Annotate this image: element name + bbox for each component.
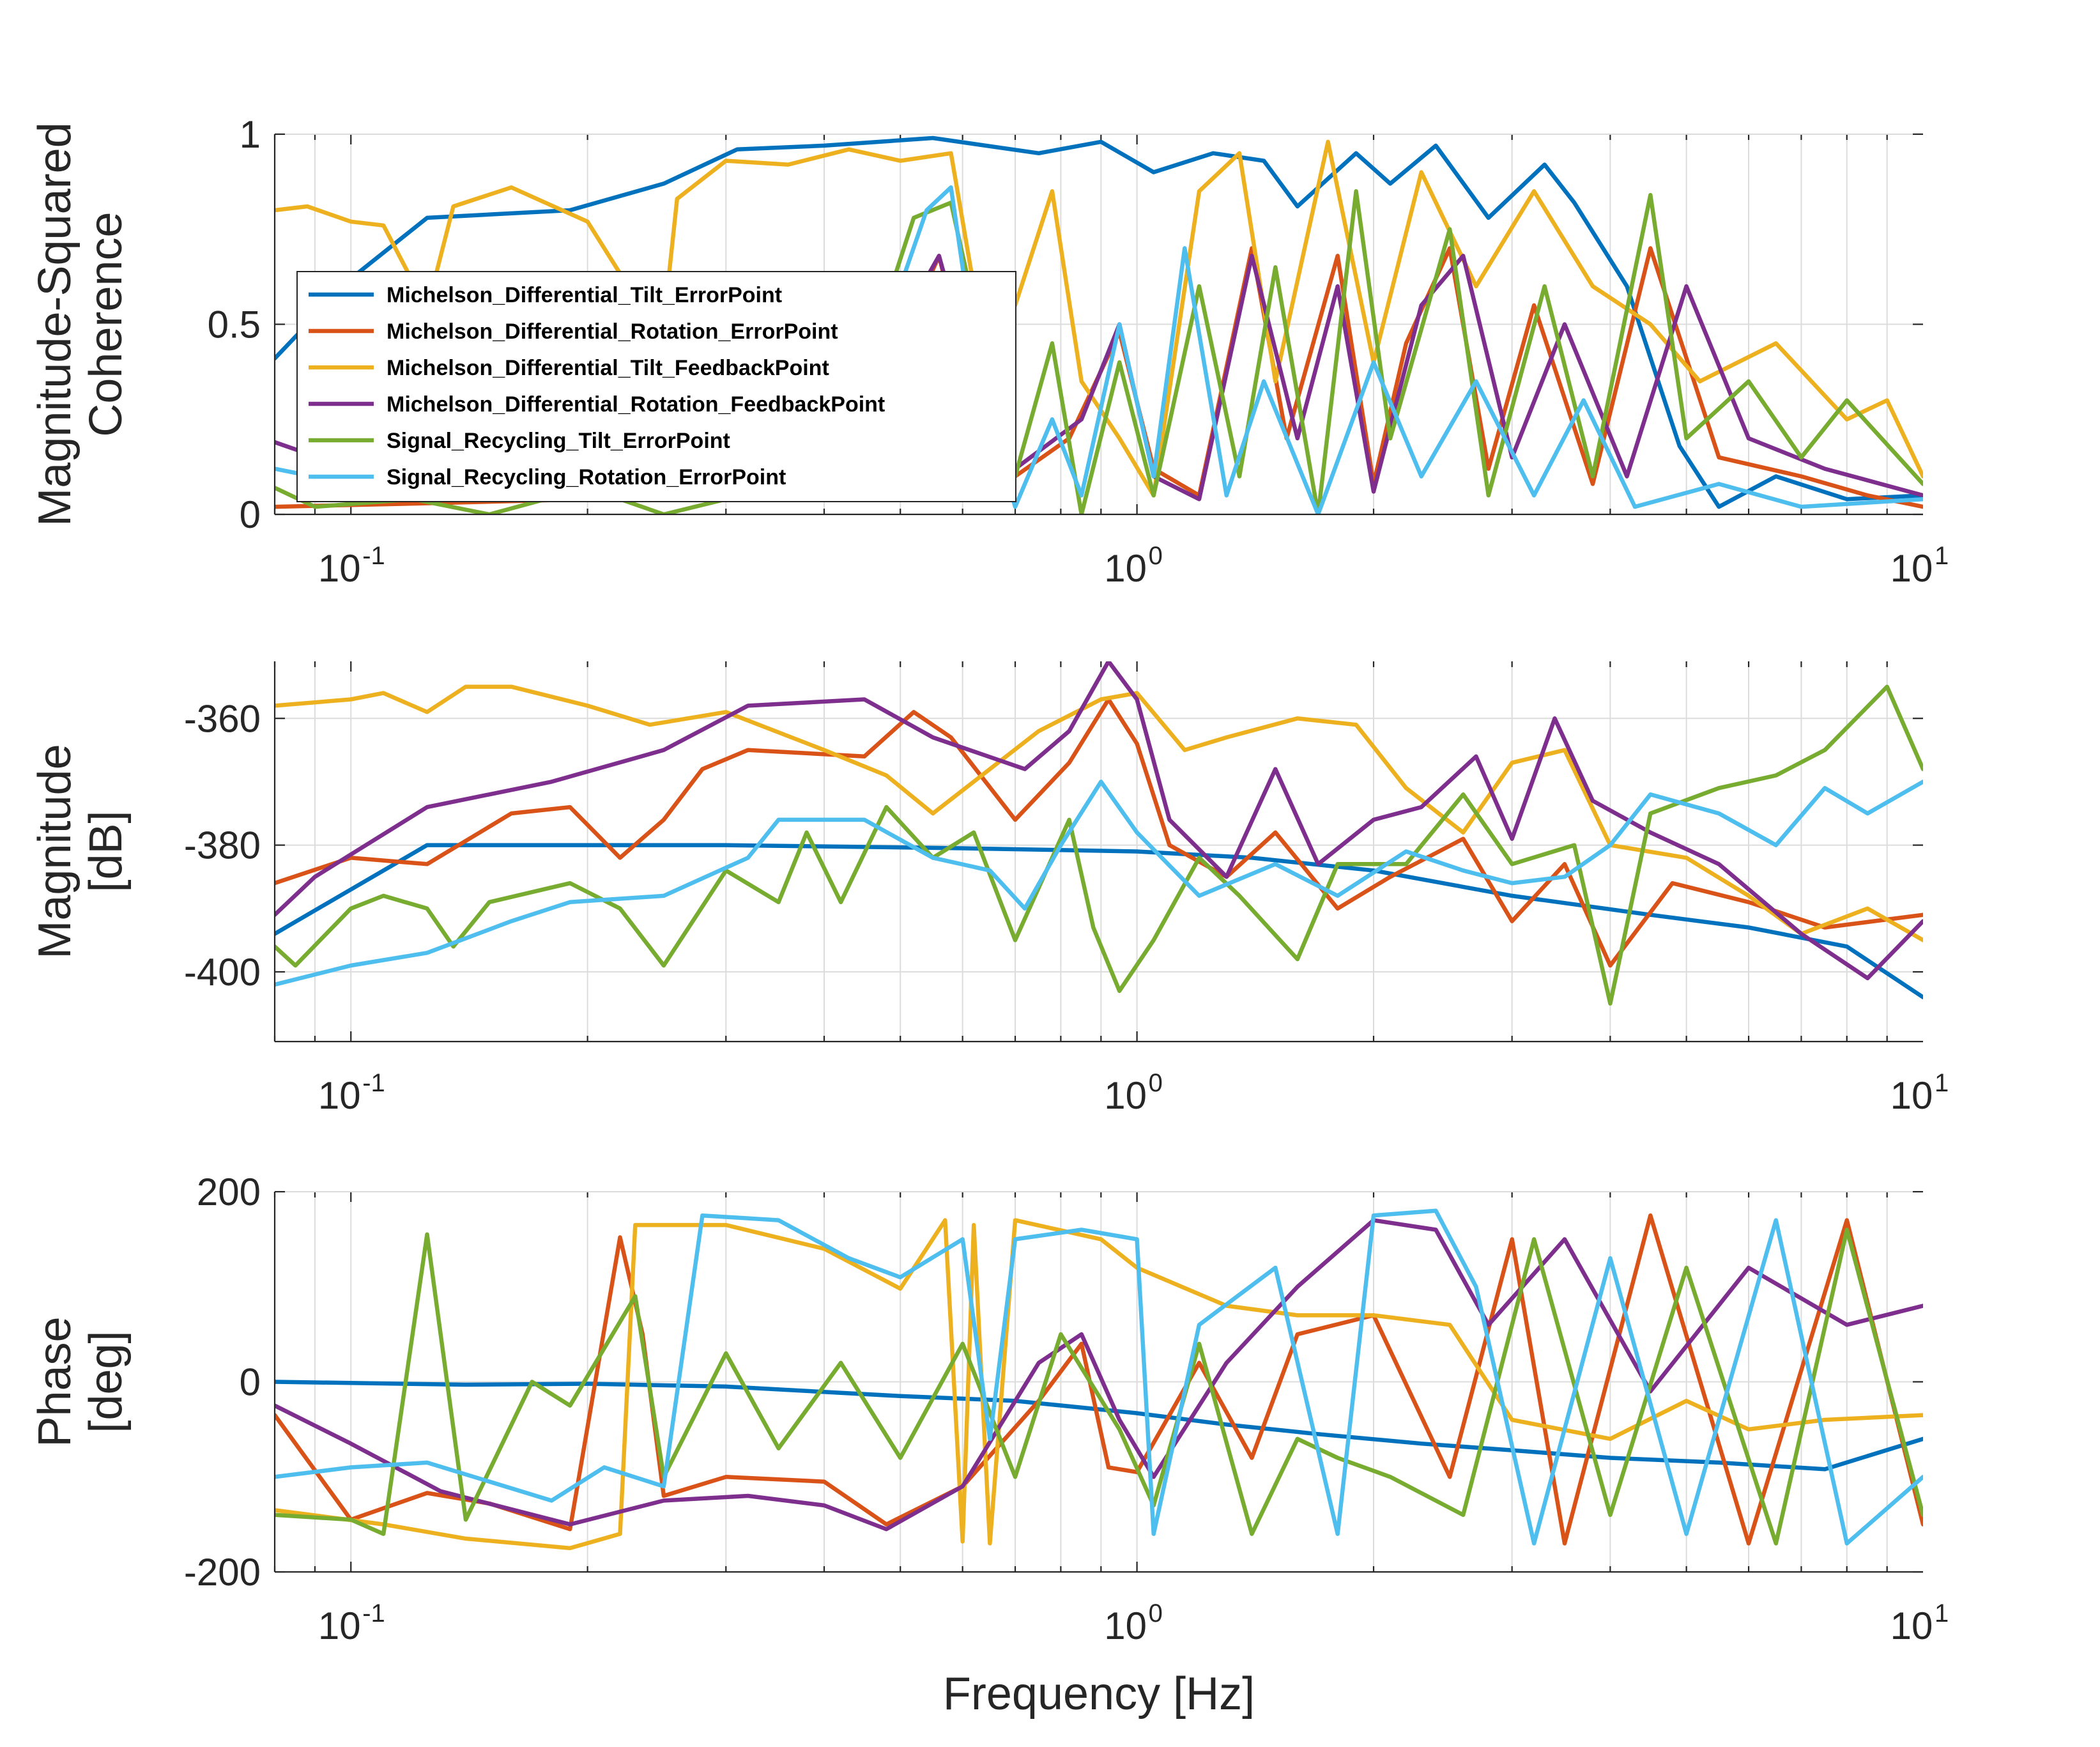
magnitude-series-3	[275, 661, 1923, 981]
x-tick-exponent: 0	[1149, 542, 1163, 570]
y-tick-label: 1	[240, 113, 261, 156]
phase-series-3	[275, 1218, 1923, 1532]
x-tick-exponent: 1	[1935, 1069, 1949, 1097]
coherence-series-4	[275, 189, 1923, 514]
y-tick-label: -200	[184, 1551, 261, 1594]
x-tick-exponent: 1	[1935, 542, 1949, 570]
legend-entry: Michelson_Differential_Tilt_FeedbackPoin…	[387, 356, 829, 380]
x-tick-label: 10	[318, 1074, 361, 1117]
phase-series-5	[275, 1208, 1923, 1546]
phase-series-0	[275, 1380, 1923, 1472]
y-tick-label: -360	[184, 697, 261, 740]
x-tick-exponent: -1	[362, 1599, 385, 1628]
y-axis-label: Coherence	[80, 212, 132, 436]
x-tick-label: 10	[318, 1605, 361, 1647]
y-axis-label: [deg]	[80, 1330, 132, 1433]
magnitude-series-4	[275, 684, 1923, 1006]
y-tick-label: 0	[240, 493, 261, 536]
legend: Michelson_Differential_Tilt_ErrorPoint Mi…	[296, 271, 1016, 502]
y-tick-label: -380	[184, 824, 261, 867]
magnitude-series-0	[275, 843, 1923, 999]
coherence-series-2	[275, 139, 1923, 498]
x-tick-label: 10	[1104, 1074, 1147, 1117]
x-tick-label: 10	[1104, 547, 1147, 590]
y-tick-label: 0	[240, 1361, 261, 1404]
legend-entry: Signal_Recycling_Rotation_ErrorPoint	[387, 465, 786, 489]
x-tick-exponent: 0	[1149, 1069, 1163, 1097]
y-axis-label: [dB]	[80, 810, 132, 892]
x-tick-label: 10	[1890, 1074, 1933, 1117]
x-tick-exponent: -1	[362, 542, 385, 570]
legend-entry: Michelson_Differential_Tilt_ErrorPoint	[387, 283, 782, 307]
x-tick-label: 10	[1890, 1605, 1933, 1647]
x-tick-label: 10	[1104, 1605, 1147, 1647]
x-axis-label: Frequency [Hz]	[943, 1668, 1255, 1720]
phase-series-4	[275, 1228, 1923, 1546]
y-tick-label: -400	[184, 951, 261, 994]
x-tick-exponent: -1	[362, 1069, 385, 1097]
legend-entry: Michelson_Differential_Rotation_ErrorPoi…	[387, 319, 838, 344]
y-tick-label: 0.5	[208, 304, 261, 346]
x-tick-label: 10	[318, 547, 361, 590]
magnitude-series-5	[275, 780, 1923, 987]
magnitude-series-group	[275, 661, 1923, 1006]
y-tick-label: 200	[197, 1171, 261, 1213]
magnitude-series-2	[275, 684, 1923, 943]
y-axis-label: Magnitude-Squared	[29, 122, 80, 526]
phase-series-2	[275, 1218, 1923, 1551]
y-axis-label: Magnitude	[29, 744, 80, 958]
x-tick-label: 10	[1890, 547, 1933, 590]
magnitude-series-1	[275, 697, 1923, 968]
coherence-series-0	[275, 135, 1923, 509]
legend-entry: Michelson_Differential_Rotation_Feedback…	[387, 392, 885, 417]
phase-series-group	[275, 1208, 1923, 1551]
phase-series-1	[275, 1213, 1923, 1546]
x-tick-exponent: 1	[1935, 1599, 1949, 1628]
legend-entry: Signal_Recycling_Tilt_ErrorPoint	[387, 429, 730, 453]
x-tick-exponent: 0	[1149, 1599, 1163, 1628]
y-axis-label: Phase	[29, 1316, 80, 1447]
legend-box	[296, 271, 1016, 502]
